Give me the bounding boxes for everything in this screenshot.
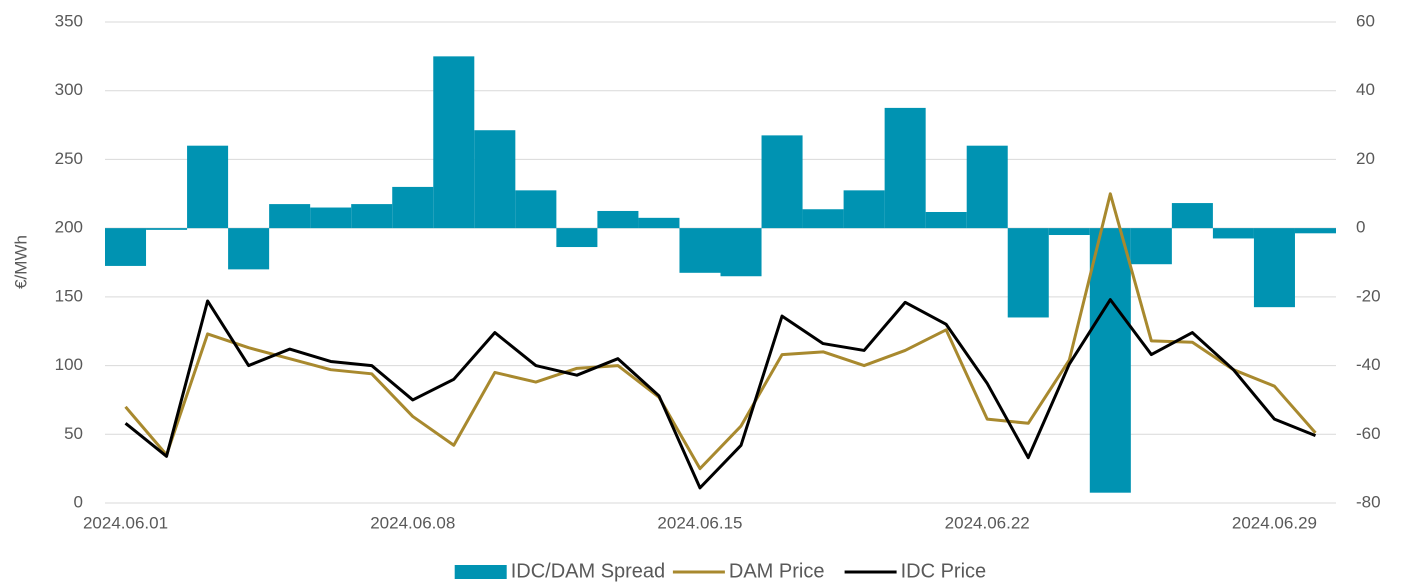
bar [269, 204, 311, 229]
y2-tick-label: -80 [1356, 492, 1381, 511]
y-tick-label: 50 [64, 424, 83, 443]
x-tick-label: 2024.06.15 [657, 513, 742, 532]
y-tick-label: 100 [55, 355, 83, 374]
bar [720, 228, 762, 277]
bar [679, 228, 721, 273]
y2-tick-label: 20 [1356, 149, 1375, 168]
bar [843, 190, 885, 229]
bar [474, 130, 516, 229]
y2-tick-label: -20 [1356, 286, 1381, 305]
bar [1294, 228, 1336, 234]
legend-label: IDC Price [901, 560, 987, 582]
bar [1048, 228, 1090, 236]
bar [925, 211, 967, 229]
x-tick-label: 2024.06.29 [1232, 513, 1317, 532]
bar [966, 145, 1008, 229]
x-tick-label: 2024.06.01 [83, 513, 168, 532]
y-tick-label: 0 [74, 492, 83, 511]
bar [351, 204, 393, 229]
y2-tick-label: 60 [1356, 11, 1375, 30]
y2-tick-label: -40 [1356, 355, 1381, 374]
legend-label: DAM Price [729, 560, 825, 582]
line [124, 298, 1317, 490]
y-tick-label: 200 [55, 218, 83, 237]
bar [1212, 228, 1254, 239]
bar [638, 217, 680, 229]
bar [1130, 228, 1172, 265]
y-tick-label: 300 [55, 80, 83, 99]
y-tick-label: 150 [55, 286, 83, 305]
line [124, 192, 1317, 471]
bar [802, 209, 844, 229]
x-tick-label: 2024.06.08 [370, 513, 455, 532]
bar [228, 228, 270, 270]
bar [146, 228, 188, 230]
bar [1171, 203, 1213, 229]
x-tick-label: 2024.06.22 [945, 513, 1030, 532]
y2-tick-label: 0 [1356, 218, 1365, 237]
bar [515, 190, 557, 229]
bar [310, 207, 352, 229]
y2-tick-label: -60 [1356, 424, 1381, 443]
bar [187, 145, 229, 229]
y2-tick-label: 40 [1356, 80, 1375, 99]
y-tick-label: 250 [55, 149, 83, 168]
bar [761, 135, 803, 229]
bar [556, 228, 598, 248]
bar [884, 107, 926, 229]
bar [597, 210, 639, 229]
bar [433, 56, 475, 229]
y-tick-label: 350 [55, 11, 83, 30]
legend-swatch [454, 565, 507, 579]
y-axis-label: €/MWh [11, 235, 30, 289]
bar [105, 228, 147, 266]
legend-label: IDC/DAM Spread [511, 560, 666, 582]
bar [392, 186, 434, 229]
bar [1253, 228, 1295, 308]
bar [1089, 228, 1131, 493]
bar [1007, 228, 1049, 318]
